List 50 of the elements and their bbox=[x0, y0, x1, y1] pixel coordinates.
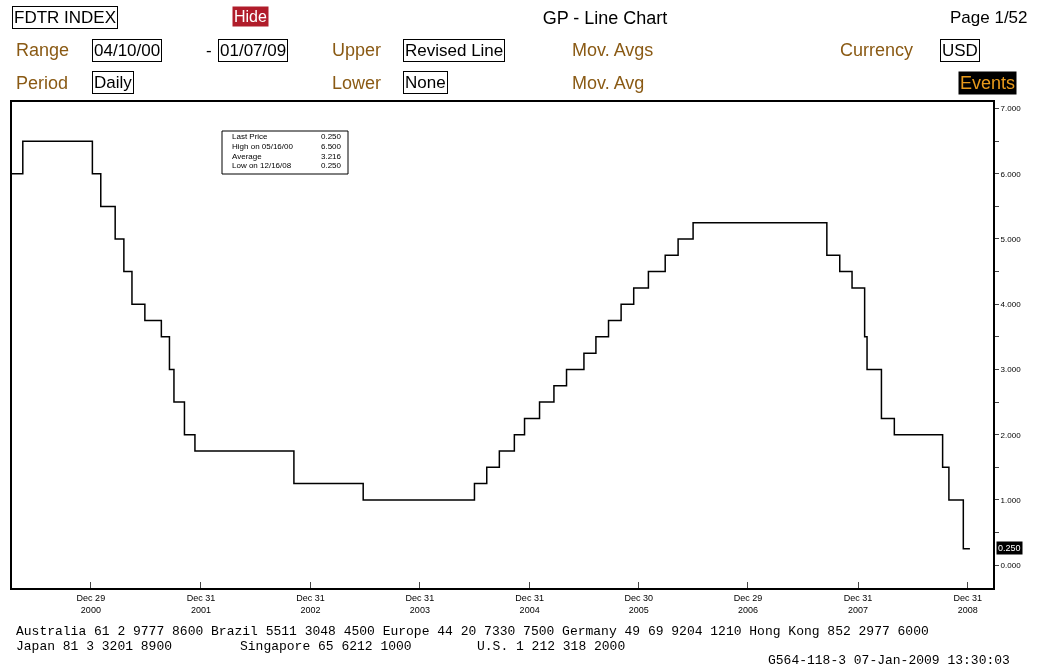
y-tick-label: 4.000 bbox=[1000, 300, 1022, 310]
text: FDTR INDEX bbox=[14, 8, 116, 27]
text: Mov. Avgs bbox=[572, 40, 654, 60]
annotation: Low on 12/16/08 bbox=[232, 161, 292, 170]
text: Australia 61 2 9777 8600 Brazil 5511 3048 4500 Europe 44 20 7330 7500 Germany 49 69 9204 1210 Hong Kong 852 2977 6000 bbox=[16, 624, 929, 639]
y-tick-label: 1.000 bbox=[1000, 495, 1022, 505]
text: Page 1/52 bbox=[950, 8, 1028, 27]
chart-title: GP - Line Chart bbox=[542, 8, 668, 29]
text: U.S. 1 212 318 2000 bbox=[477, 639, 626, 654]
text: - bbox=[206, 41, 212, 60]
text: Lower bbox=[332, 73, 382, 93]
text: Singapore 65 6212 1000 bbox=[240, 639, 412, 654]
y-tick-label: 3.000 bbox=[1000, 365, 1022, 375]
text: 04/10/00 bbox=[94, 41, 161, 60]
annotation: Average bbox=[232, 152, 263, 161]
text: None bbox=[405, 73, 446, 92]
text: Hide bbox=[234, 8, 268, 25]
x-tick-label: Dec 29 2006 bbox=[733, 592, 763, 615]
x-tick-label: Dec 29 2000 bbox=[76, 592, 106, 615]
annotation: Last Price bbox=[232, 132, 269, 141]
y-tick-label: 0.000 bbox=[1000, 560, 1022, 570]
annotation: 0.250 bbox=[321, 132, 342, 141]
x-tick-label: Dec 31 2008 bbox=[953, 592, 983, 615]
text: Revised Line bbox=[405, 41, 504, 60]
x-tick-label: Dec 31 2003 bbox=[405, 592, 435, 615]
text: Events bbox=[960, 73, 1016, 93]
x-tick-label: Dec 31 2007 bbox=[843, 592, 873, 615]
text: Upper bbox=[332, 40, 382, 60]
y-tick-label: 2.000 bbox=[1000, 430, 1022, 440]
x-tick-label: Dec 31 2004 bbox=[515, 592, 544, 615]
text: G564-118-3 07-Jan-2009 13:30:03 bbox=[768, 653, 1010, 668]
y-tick-label: 6.000 bbox=[1000, 169, 1022, 179]
text: USD bbox=[942, 41, 978, 60]
annotation: High on 05/16/00 bbox=[232, 142, 294, 151]
y-tick-label: 5.000 bbox=[1000, 234, 1022, 244]
text: 01/07/09 bbox=[220, 41, 287, 60]
text: Daily bbox=[94, 73, 133, 92]
annotation: 0.250 bbox=[321, 161, 342, 170]
text: Japan 81 3 3201 8900 bbox=[16, 639, 173, 654]
text: Period bbox=[16, 73, 69, 93]
annotation: 6.500 bbox=[321, 142, 342, 151]
text: Range bbox=[16, 40, 70, 60]
text: Mov. Avg bbox=[572, 73, 645, 93]
x-tick-label: Dec 30 2005 bbox=[624, 592, 654, 615]
text: Currency bbox=[840, 40, 914, 60]
y-tick-label: 7.000 bbox=[1000, 104, 1022, 114]
x-tick-label: Dec 31 2002 bbox=[296, 592, 325, 615]
annotation: 3.216 bbox=[321, 152, 342, 161]
x-tick-label: Dec 31 2001 bbox=[186, 592, 216, 615]
text: 0.250 bbox=[998, 543, 1021, 553]
